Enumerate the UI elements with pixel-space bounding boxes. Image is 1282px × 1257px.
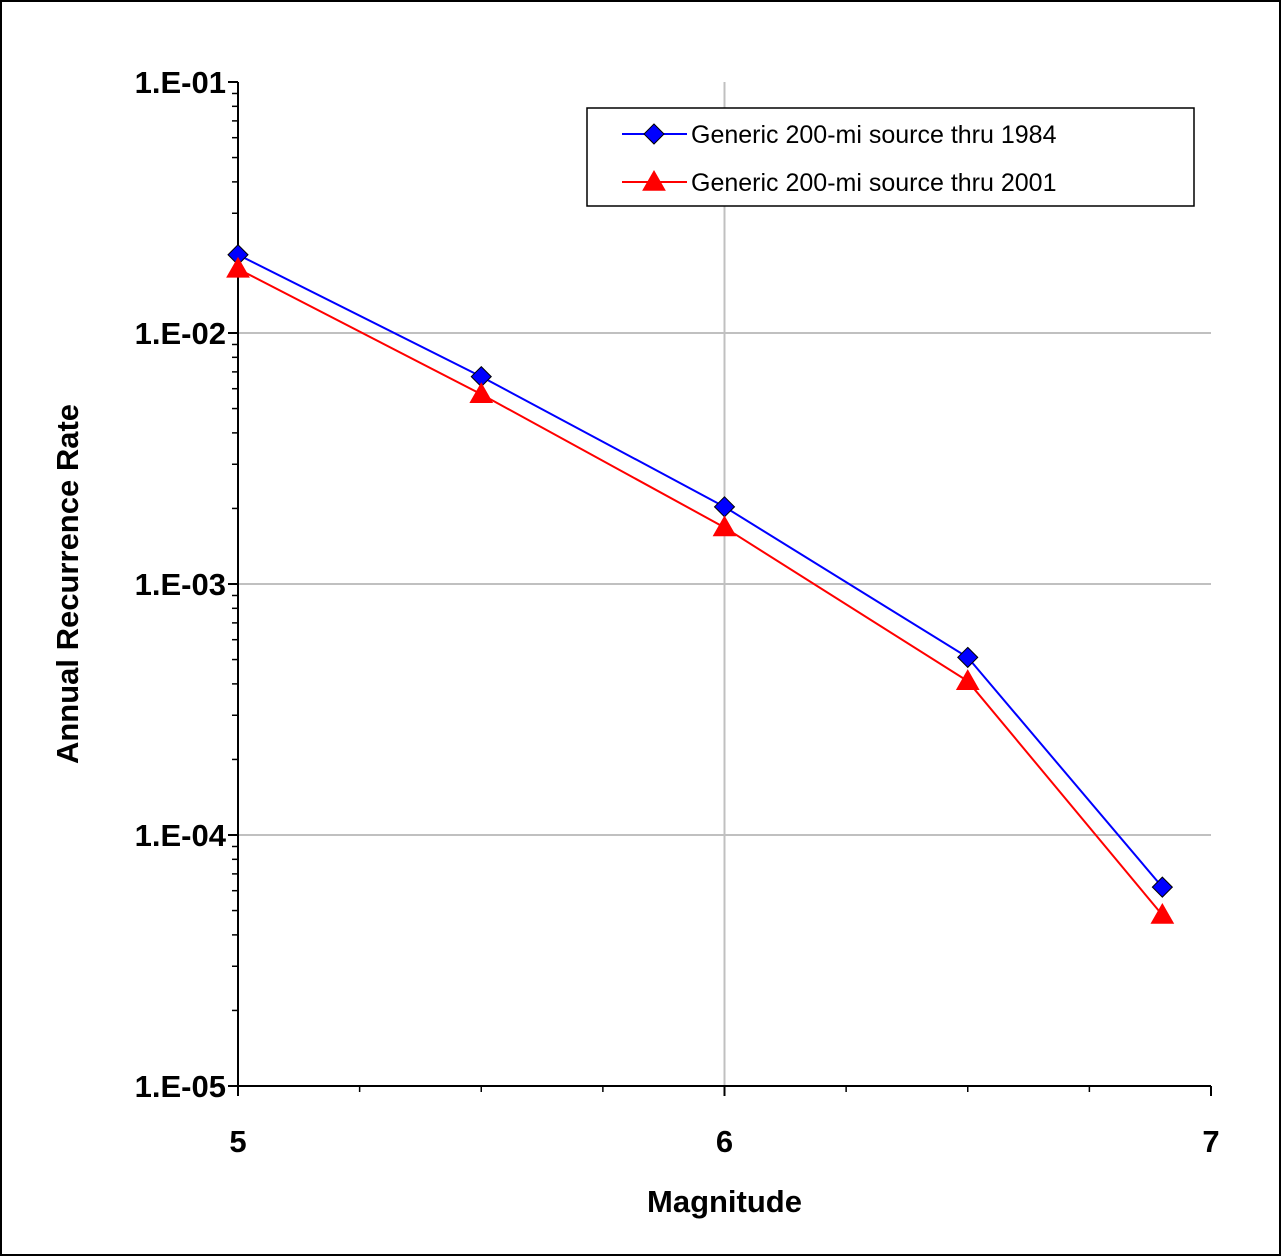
grid-lines	[238, 82, 1211, 1086]
triangle-marker	[712, 515, 737, 537]
y-tick-label: 1.E-02	[135, 316, 226, 351]
x-tick-label: 6	[716, 1124, 733, 1159]
legend-item: Generic 200-mi source thru 2001	[622, 169, 1056, 197]
series-layer	[226, 244, 1175, 924]
series-2	[226, 256, 1175, 924]
legend-box	[586, 107, 1195, 207]
y-tick-label: 1.E-05	[135, 1069, 226, 1104]
diamond-marker	[957, 646, 979, 669]
triangle-marker	[226, 256, 250, 278]
x-tick-label: 5	[229, 1124, 246, 1159]
diamond-marker	[643, 123, 665, 145]
y-axis-title: Annual Recurrence Rate	[50, 404, 85, 764]
tick-labels: 1.E-01 1.E-02 1.E-03 1.E-04 1.E-055 6 7	[135, 65, 1220, 1159]
legend-label: Generic 200-mi source thru 2001	[691, 169, 1056, 197]
triangle-marker	[1150, 903, 1175, 924]
y-tick-label: 1.E-01	[135, 65, 226, 100]
legend-item: Generic 200-mi source thru 1984	[622, 121, 1057, 149]
x-tick-label: 7	[1202, 1124, 1219, 1159]
x-axis-title: Magnitude	[647, 1184, 802, 1219]
diamond-marker	[1151, 876, 1174, 898]
series-1	[227, 244, 1174, 898]
y-tick-label: 1.E-04	[135, 818, 227, 853]
triangle-marker	[469, 382, 494, 404]
y-tick-label: 1.E-03	[135, 567, 226, 602]
triangle-marker	[642, 169, 666, 191]
legend-label: Generic 200-mi source thru 1984	[691, 121, 1057, 149]
legend: Generic 200-mi source thru 1984 Generic 2…	[586, 107, 1195, 207]
triangle-marker	[955, 669, 980, 690]
